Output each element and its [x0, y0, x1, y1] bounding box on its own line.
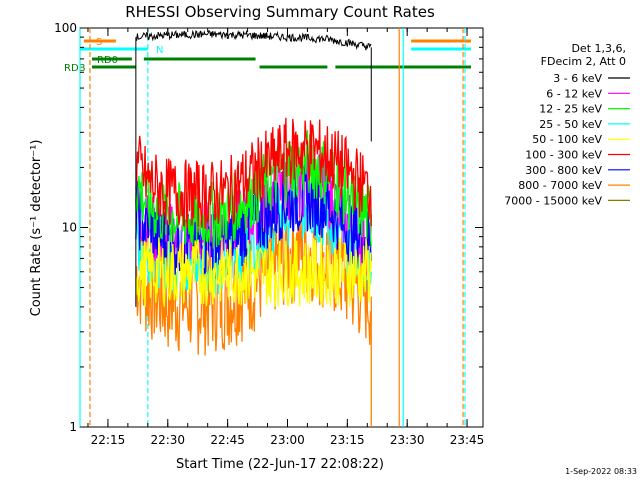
x-axis-label: Start Time (22-Jun-17 22:08:22): [176, 457, 384, 472]
legend-entry-label: 25 - 50 keV: [539, 118, 602, 131]
series-line-50_100keVkev: [135, 237, 372, 307]
legend-entry-label: 300 - 800 keV: [525, 164, 602, 177]
axes: 1 10 100 22:15 22:30 22:45 23:00 23:15 23:30 23:4…: [54, 21, 484, 447]
flag-label-n: N: [156, 45, 163, 56]
vertical-lines: [79, 28, 466, 427]
series-line-3_6keVkev: [135, 29, 372, 51]
x-tick-label: 23:15: [330, 433, 365, 447]
legend-entry-label: 6 - 12 keV: [546, 87, 602, 100]
legend-entry-label: 100 - 300 keV: [525, 149, 602, 162]
y-tick-label: 10: [62, 221, 77, 235]
legend-entry-label: 50 - 100 keV: [532, 133, 602, 146]
y-axis-label: Count Rate (s⁻¹ detector⁻¹): [29, 140, 44, 317]
legend-entry-label: 800 - 7000 keV: [518, 179, 602, 192]
series-line-6_12keVkev: [135, 149, 372, 276]
legend-entry-label: 3 - 6 keV: [553, 72, 602, 85]
legend: Det 1,3,6,FDecim 2, Att 0 3 - 6 keV 6 - 12…: [504, 42, 630, 207]
flag-label-s: S: [96, 37, 102, 48]
x-tick-label: 22:15: [91, 433, 126, 447]
timestamp: 1-Sep-2022 08:33: [565, 467, 637, 476]
legend-header-line: Det 1,3,6,: [571, 42, 626, 55]
x-tick-label: 23:30: [390, 433, 425, 447]
x-tick-label: 22:30: [150, 433, 185, 447]
x-tick-label: 22:45: [210, 433, 245, 447]
flag-label-rdb: RDB: [64, 63, 86, 74]
legend-header-line: FDecim 2, Att 0: [541, 55, 626, 68]
series-line-100_300keVkev: [135, 117, 372, 229]
legend-entry-label: 7000 - 15000 keV: [504, 194, 602, 207]
x-tick-label: 23:00: [270, 433, 305, 447]
flag-label-rd0: RD0: [97, 55, 118, 66]
series-lines: [135, 29, 372, 427]
y-tick-label: 100: [54, 21, 77, 35]
x-tick-label: 23:45: [450, 433, 485, 447]
chart-title: RHESSI Observing Summary Count Rates: [125, 3, 435, 21]
legend-entry-label: 12 - 25 keV: [539, 103, 602, 116]
y-tick-label: 1: [69, 420, 77, 434]
